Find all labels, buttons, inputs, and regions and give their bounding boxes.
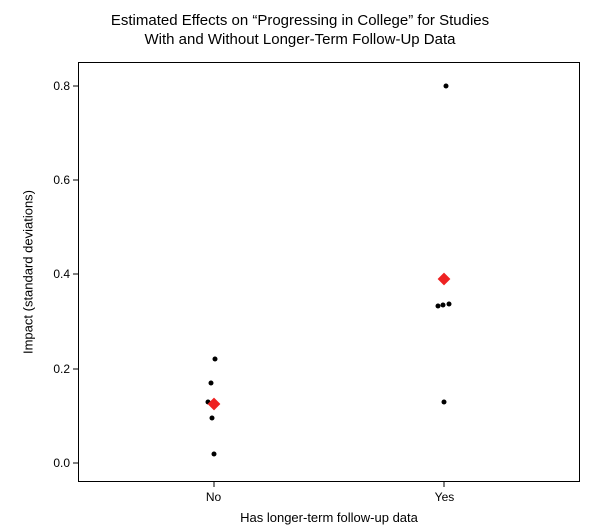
data-point [441, 303, 446, 308]
data-point [212, 451, 217, 456]
y-tick-label: 0.4 [53, 267, 78, 281]
data-point [210, 416, 215, 421]
plot-area: 0.00.20.40.60.8NoYes [78, 62, 580, 482]
y-tick-label: 0.0 [53, 456, 78, 470]
x-tick-label: Yes [435, 482, 455, 504]
y-tick-label: 0.8 [53, 79, 78, 93]
data-point [443, 83, 448, 88]
chart-title-line1: Estimated Effects on “Progressing in Col… [0, 12, 600, 31]
chart-container: { "chart": { "type": "scatter", "title_l… [0, 0, 600, 532]
data-point [209, 380, 214, 385]
x-tick-label: No [206, 482, 221, 504]
y-tick-label: 0.2 [53, 362, 78, 376]
y-axis-label: Impact (standard deviations) [21, 190, 36, 354]
data-point [441, 399, 446, 404]
chart-title-line2: With and Without Longer-Term Follow-Up D… [0, 31, 600, 50]
plot-border [78, 62, 580, 482]
data-point [213, 357, 218, 362]
y-tick-label: 0.6 [53, 173, 78, 187]
x-axis-label: Has longer-term follow-up data [78, 510, 580, 525]
chart-title: Estimated Effects on “Progressing in Col… [0, 12, 600, 50]
data-point [447, 301, 452, 306]
